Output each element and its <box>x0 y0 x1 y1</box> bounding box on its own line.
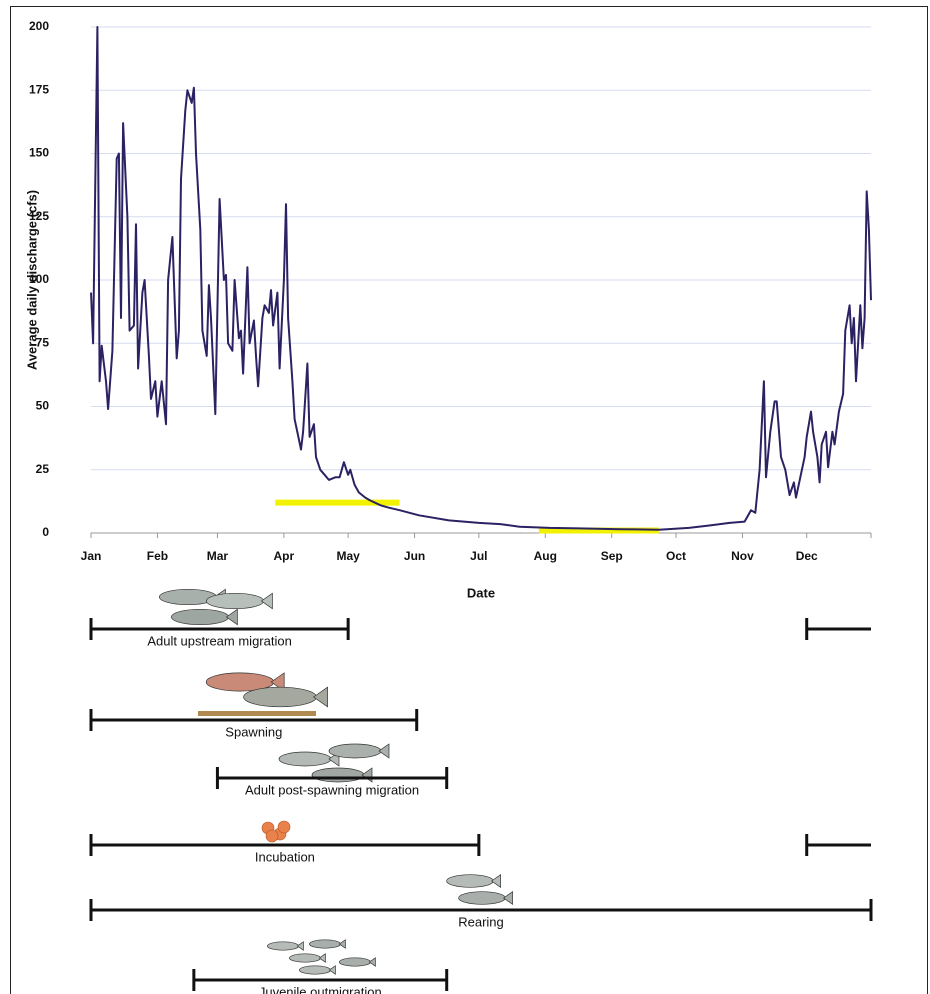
y-tick-label: 150 <box>29 146 49 160</box>
x-tick-label: Apr <box>274 549 295 563</box>
egg-icon <box>266 830 278 842</box>
y-tick-label: 200 <box>29 19 49 33</box>
figure: Average daily discharge (cfs) Date 02550… <box>0 0 930 994</box>
x-axis-title: Date <box>467 585 495 600</box>
fish-tail <box>314 687 328 707</box>
fish-icon <box>244 687 317 707</box>
stage-label: Spawning <box>225 724 282 739</box>
fish-icon <box>329 744 381 758</box>
fish-tail <box>226 609 237 624</box>
fish-tail <box>329 966 335 974</box>
x-tick-label: Sep <box>601 549 623 563</box>
stage-label: Adult upstream migration <box>147 633 292 648</box>
discharge-line <box>91 27 871 530</box>
egg-icon <box>278 821 290 833</box>
fish-icon <box>459 892 506 905</box>
y-tick-label: 125 <box>29 209 49 223</box>
y-tick-label: 0 <box>42 525 49 539</box>
fish-tail <box>362 768 372 782</box>
fish-icon <box>309 940 340 948</box>
fish-icon <box>279 752 331 766</box>
fish-tail <box>492 875 501 888</box>
fish-tail <box>504 892 513 905</box>
x-tick-label: Nov <box>731 549 754 563</box>
stage-label: Rearing <box>458 914 504 929</box>
y-tick-label: 75 <box>36 335 50 349</box>
x-tick-label: Jan <box>81 549 102 563</box>
fish-tail <box>319 954 325 962</box>
fish-tail <box>369 958 375 966</box>
x-tick-label: Aug <box>534 549 557 563</box>
x-tick-label: Oct <box>666 549 686 563</box>
fish-icon <box>299 966 330 974</box>
x-tick-label: Dec <box>796 549 818 563</box>
y-tick-label: 25 <box>36 462 50 476</box>
stage-label: Incubation <box>255 849 315 864</box>
y-tick-label: 175 <box>29 82 49 96</box>
stage-label: Adult post-spawning migration <box>245 782 419 797</box>
fish-icon <box>289 954 320 962</box>
fish-icon <box>312 768 364 782</box>
x-tick-label: Mar <box>207 549 229 563</box>
fish-icon <box>171 609 228 624</box>
x-tick-label: Jul <box>470 549 487 563</box>
fish-tail <box>261 593 272 608</box>
stage-label: Juvenile outmigration <box>259 984 382 994</box>
fish-icon <box>447 875 494 888</box>
fish-tail <box>379 744 389 758</box>
x-tick-label: Jun <box>404 549 425 563</box>
x-tick-label: Feb <box>147 549 168 563</box>
fish-tail <box>297 942 303 950</box>
fish-icon <box>339 958 370 966</box>
fish-icon <box>267 942 298 950</box>
y-tick-label: 100 <box>29 272 49 286</box>
x-tick-label: May <box>336 549 360 563</box>
fish-tail <box>339 940 345 948</box>
gravel <box>198 711 316 716</box>
y-tick-label: 50 <box>36 399 50 413</box>
fish-icon <box>206 593 263 608</box>
